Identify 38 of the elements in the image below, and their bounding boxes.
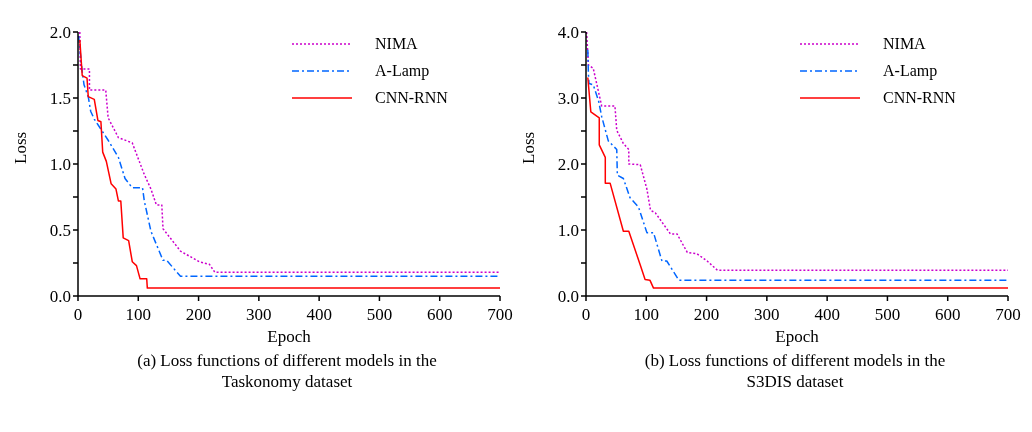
y-tick-label: 4.0: [557, 23, 579, 43]
x-tick-label: 0: [581, 305, 591, 325]
x-axis-title: Epoch: [775, 327, 820, 346]
legend-label: CNN-RNN: [883, 88, 956, 108]
y-tick-label: 2.0: [557, 155, 579, 175]
legend-label: NIMA: [375, 34, 418, 54]
legend-label: NIMA: [883, 34, 926, 54]
x-tick-label: 600: [426, 305, 453, 325]
y-tick-label: 1.5: [49, 89, 71, 109]
y-tick-label: 2.0: [49, 23, 71, 43]
text: (b) Loss functions of different models in the S3DIS dataset: [643, 350, 947, 392]
y-axis-title: Loss: [519, 131, 539, 164]
legend-label: CNN-RNN: [375, 88, 448, 108]
x-tick-label: 600: [934, 305, 961, 325]
y-tick-label: 1.0: [557, 221, 579, 241]
x-tick-label: 400: [306, 305, 332, 325]
x-tick-label: 700: [995, 305, 1021, 325]
x-tick-label: 100: [633, 305, 660, 325]
y-tick-label: 0.0: [49, 287, 71, 307]
x-tick-label: 100: [125, 305, 152, 325]
x-tick-label: 300: [754, 305, 780, 325]
legend-label: A-Lamp: [883, 61, 938, 82]
x-axis-title: Epoch: [267, 327, 312, 346]
x-tick-label: 300: [246, 305, 272, 325]
y-tick-label: 3.0: [557, 89, 579, 109]
y-tick-label: 0.5: [49, 221, 71, 241]
x-tick-label: 0: [73, 305, 83, 325]
y-tick-label: 0.0: [557, 287, 579, 307]
text: (a) Loss functions of different models in the Taskonomy dataset: [136, 350, 438, 392]
legend-label: A-Lamp: [375, 61, 430, 82]
x-tick-label: 400: [814, 305, 840, 325]
x-tick-label: 500: [366, 305, 393, 325]
y-tick-label: 1.0: [49, 155, 71, 175]
x-tick-label: 200: [693, 305, 720, 325]
y-axis-title: Loss: [11, 131, 31, 164]
x-tick-label: 500: [874, 305, 901, 325]
x-tick-label: 200: [185, 305, 212, 325]
x-tick-label: 700: [487, 305, 513, 325]
